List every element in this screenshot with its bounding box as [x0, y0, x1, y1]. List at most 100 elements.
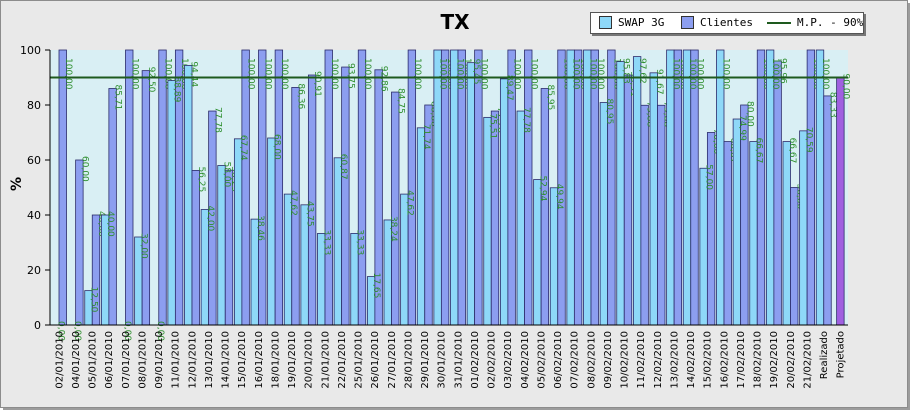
data-label-swap-3g: 33,33	[355, 229, 365, 255]
data-label-swap-3g: 100,00	[438, 58, 448, 90]
bar-clientes	[657, 104, 666, 326]
legend-label-mp: M.P. - 90%	[797, 16, 864, 29]
x-tick-label: 13/01/2010	[204, 331, 215, 389]
x-tick-label: 09/01/2010	[154, 331, 165, 389]
x-tick-label: Projetado	[836, 331, 847, 378]
data-label-clientes: 60,00	[79, 156, 89, 182]
bar-clientes	[58, 49, 67, 326]
bar-swap-3g	[167, 80, 176, 326]
bar-clientes	[607, 49, 616, 326]
x-tick-label: 12/02/2010	[653, 331, 664, 389]
data-label-swap-3g: 95,45	[471, 59, 481, 85]
x-tick-label: Realizado	[819, 331, 830, 379]
x-tick-label: 01/02/2010	[470, 331, 481, 389]
bar-swap-3g	[499, 78, 509, 326]
bar-swap-3g	[416, 127, 426, 326]
data-label-swap-3g: 52,94	[537, 176, 547, 202]
data-label-clientes: 100,00	[412, 58, 422, 90]
legend-item-swap-3g: SWAP 3G	[599, 16, 664, 29]
data-label-clientes: 86,36	[296, 83, 306, 109]
x-tick-label: 05/02/2010	[536, 331, 547, 389]
bar-clientes	[706, 132, 716, 326]
data-label-clientes: 100,00	[246, 58, 256, 90]
x-tick-label: 04/01/2010	[71, 331, 82, 389]
data-label-swap-3g: 0,00	[72, 321, 82, 341]
x-tick-label: 19/02/2010	[769, 331, 780, 389]
data-label-swap-3g: 33,33	[321, 229, 331, 255]
data-label-swap-3g: 74,99	[737, 115, 747, 141]
data-label-swap-3g: 100,00	[820, 58, 830, 90]
bar-clientes	[224, 169, 234, 326]
data-label-clientes: 100,00	[695, 58, 705, 90]
data-label-clientes: 56,25	[196, 166, 206, 192]
data-label-swap-3g: 49,94	[554, 184, 564, 210]
x-tick-label: 05/01/2010	[88, 331, 99, 389]
data-label-swap-3g: 47,62	[404, 190, 414, 216]
y-tick-label: 80	[27, 99, 41, 112]
x-tick-label: 06/02/2010	[553, 331, 564, 389]
bar-swap-3g	[184, 65, 193, 326]
bar-clientes	[407, 49, 417, 326]
data-label-clientes: 100,00	[63, 58, 73, 90]
y-tick-label: 100	[20, 44, 41, 57]
bar-clientes	[490, 110, 500, 326]
data-label-swap-3g: 43,75	[305, 201, 315, 227]
bar-swap-3g	[267, 137, 276, 326]
data-label-swap-3g: 100,00	[687, 58, 697, 90]
data-label-swap-3g: 57,00	[704, 164, 714, 190]
data-label-swap-3g: 100,00	[571, 58, 581, 90]
data-label-swap-3g: 67,74	[238, 135, 248, 161]
y-tick-label: 40	[27, 209, 41, 222]
data-label-swap-3g: 0,00	[122, 321, 132, 341]
data-label-swap-3g: 77,78	[521, 107, 531, 133]
data-label-swap-3g: 90,00	[840, 74, 850, 100]
bar-clientes	[324, 49, 333, 326]
data-label-clientes: 100,00	[329, 58, 339, 90]
bar-swap-3g	[732, 118, 742, 326]
data-label-swap-3g: 58,00	[222, 162, 232, 188]
x-tick-label: 04/02/2010	[520, 331, 531, 389]
x-tick-label: 16/01/2010	[254, 331, 265, 389]
bar-swap-3g	[782, 141, 791, 326]
data-label-swap-3g: 94,44	[188, 61, 198, 87]
data-label-swap-3g: 60,87	[338, 154, 348, 180]
bar-swap-3g	[716, 49, 725, 326]
bar-clientes	[823, 95, 832, 326]
data-label-clientes: 77,78	[212, 107, 222, 133]
x-tick-label: 17/02/2010	[736, 331, 747, 389]
bar-clientes	[673, 49, 683, 326]
bar-swap-3g	[233, 138, 243, 326]
bar-swap-3g	[217, 165, 226, 326]
data-label-clientes: 100,00	[129, 58, 139, 90]
x-tick-label: 18/01/2010	[270, 331, 281, 389]
chart-title: TX	[440, 10, 470, 34]
data-label-swap-3g: 100,00	[720, 58, 730, 90]
bar-swap-3g	[666, 49, 675, 326]
bar-swap-3g	[583, 49, 592, 326]
data-label-clientes: 84,75	[395, 88, 405, 114]
data-label-swap-3g: 68,00	[271, 134, 281, 160]
x-tick-label: 21/01/2010	[320, 331, 331, 389]
data-label-clientes: 100,00	[362, 58, 372, 90]
legend-label-swap-3g: SWAP 3G	[618, 16, 665, 29]
bar-swap-3g	[566, 49, 575, 326]
data-label-swap-3g: 12,50	[89, 287, 99, 313]
x-tick-label: 22/01/2010	[337, 331, 348, 389]
data-label-clientes: 93,75	[345, 63, 355, 89]
data-label-clientes: 92,86	[379, 66, 389, 92]
x-tick-label: 08/01/2010	[137, 331, 148, 389]
bar-clientes	[341, 66, 350, 326]
bar-clientes	[756, 49, 766, 326]
x-tick-label: 27/01/2010	[387, 331, 398, 389]
legend-swatch-clientes	[681, 16, 694, 29]
bar-clientes	[806, 49, 816, 326]
data-label-swap-3g: 97,62	[637, 58, 647, 84]
legend: SWAP 3G Clientes M.P. - 90%	[590, 12, 864, 34]
data-label-swap-3g: 70,59	[803, 127, 813, 153]
bar-swap-3g	[765, 49, 775, 326]
legend-item-clientes: Clientes	[681, 16, 753, 29]
legend-swatch-swap-3g	[599, 16, 612, 29]
bar-swap-3g	[699, 167, 708, 326]
bar-swap-3g	[333, 157, 343, 326]
data-label-clientes: 92,50	[146, 67, 156, 93]
